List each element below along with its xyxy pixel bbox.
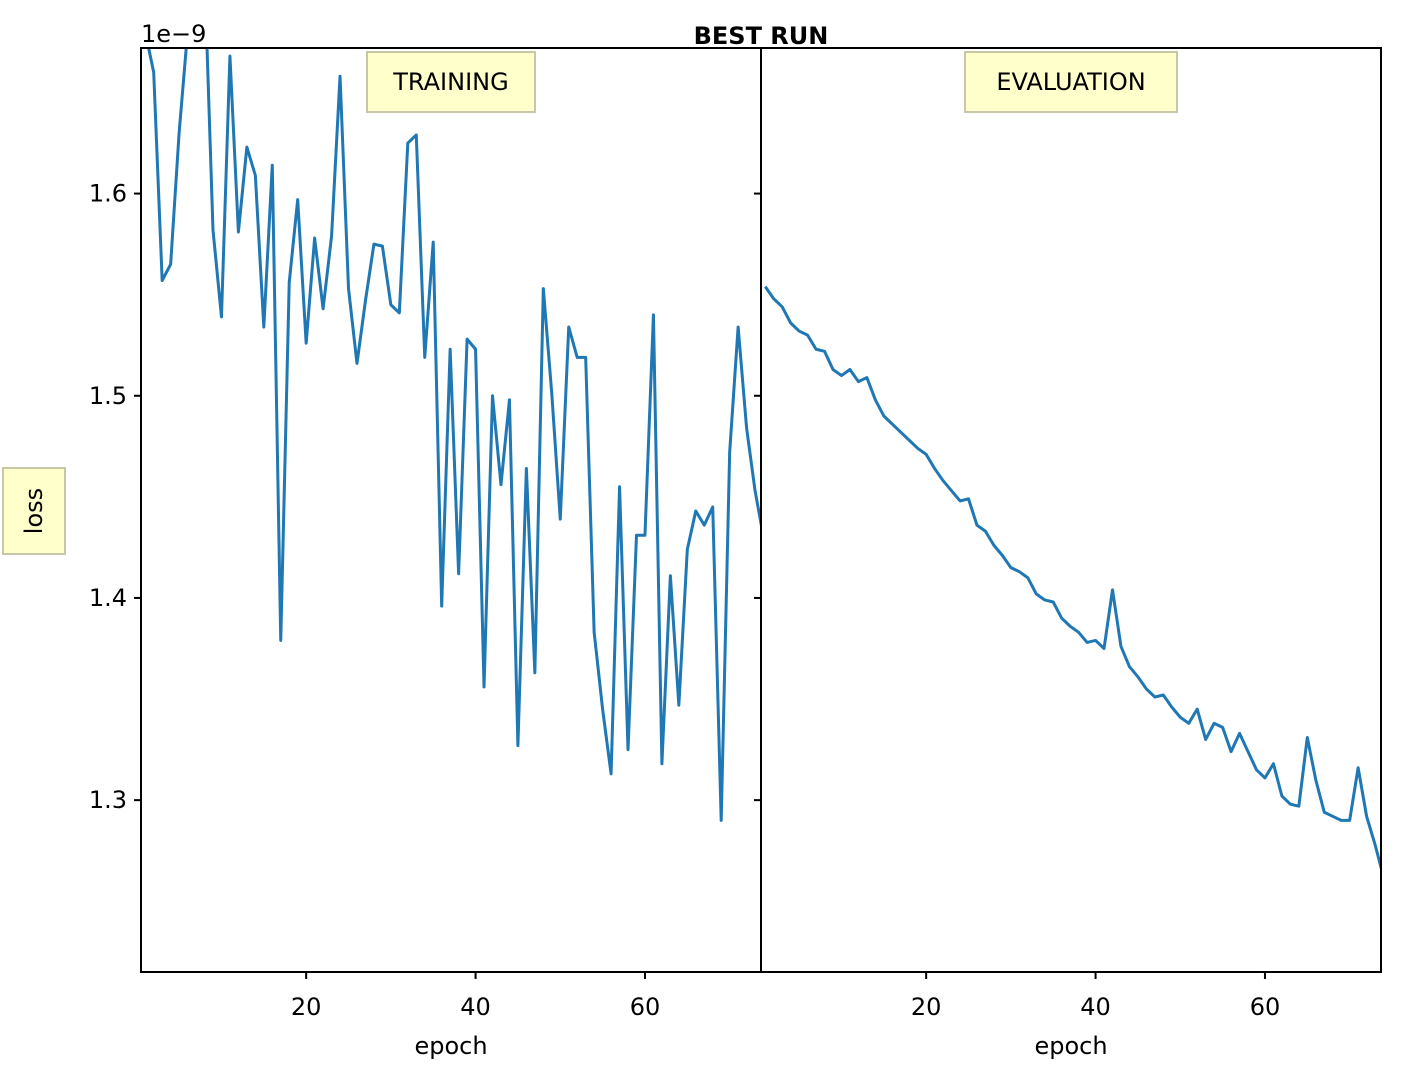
y-axis-label: loss bbox=[20, 488, 48, 534]
axes-frame bbox=[140, 47, 762, 973]
series-line bbox=[764, 285, 1381, 874]
training-panel: 1.3 1.4 1.5 1.6 20 40 60 epoch TRAINING bbox=[89, 47, 762, 1060]
ylabel-badge-box bbox=[2, 467, 66, 555]
x-tick-label: 60 bbox=[1250, 993, 1281, 1021]
panel-title: TRAINING bbox=[392, 68, 508, 96]
x-tick-label: 60 bbox=[630, 993, 661, 1021]
panel-badge-box bbox=[366, 51, 536, 113]
x-tick-label: 20 bbox=[911, 993, 942, 1021]
ylabel-badge: loss bbox=[2, 467, 66, 555]
y-tick-label: 1.6 bbox=[89, 180, 127, 208]
y-tick-label: 1.5 bbox=[89, 382, 127, 410]
axes-frame bbox=[760, 47, 1382, 973]
x-axis-label: epoch bbox=[414, 1032, 487, 1060]
y-tick-label: 1.3 bbox=[89, 786, 127, 814]
x-tick-label: 40 bbox=[460, 993, 491, 1021]
series-line bbox=[147, 48, 761, 822]
panel-badge-box bbox=[964, 51, 1178, 113]
chart-title: BEST RUN bbox=[694, 22, 829, 50]
x-tick-label: 20 bbox=[291, 993, 322, 1021]
x-tick-label: 40 bbox=[1080, 993, 1111, 1021]
x-axis-label: epoch bbox=[1034, 1032, 1107, 1060]
evaluation-panel: 20 40 60 epoch EVALUATION bbox=[754, 47, 1382, 1060]
y-tick-label: 1.4 bbox=[89, 584, 127, 612]
y-offset-label: 1e−9 bbox=[141, 20, 206, 48]
panel-title: EVALUATION bbox=[996, 68, 1145, 96]
